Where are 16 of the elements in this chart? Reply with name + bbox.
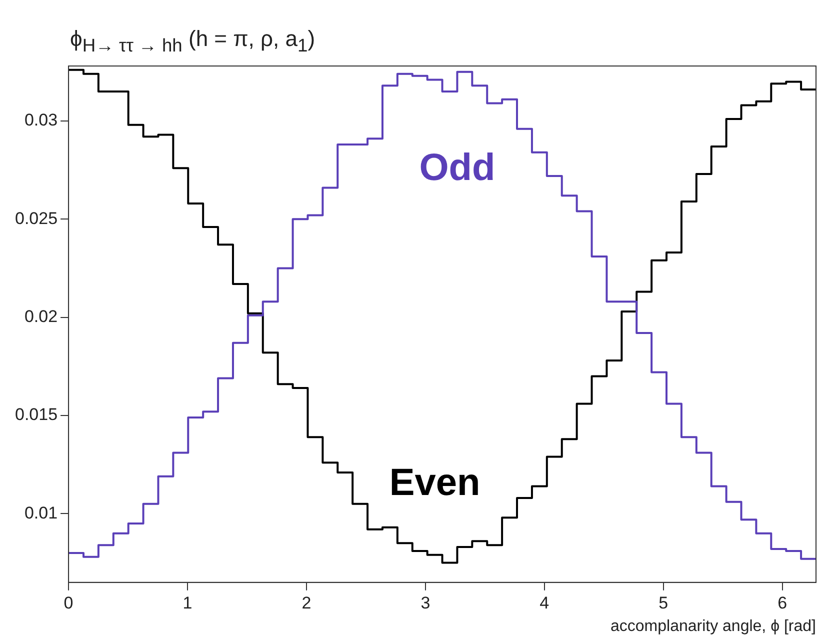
- x-axis-title: accomplanarity angle, ϕ [rad]: [610, 618, 816, 635]
- x-tick-label: 2: [302, 593, 312, 612]
- x-tick-label: 0: [64, 593, 74, 612]
- x-tick-label: 4: [540, 593, 550, 612]
- series-label: Odd: [419, 146, 496, 189]
- chart-title: ϕ$_{H→ ττ → hh}$ (h = π, ρ, a$_{1}$): [70, 26, 316, 56]
- x-tick-label: 6: [778, 593, 788, 612]
- y-tick-label: 0.03: [24, 110, 58, 130]
- x-tick-label: 1: [182, 593, 192, 612]
- y-tick-label: 0.025: [14, 208, 58, 228]
- y-tick-label: 0.015: [14, 405, 58, 424]
- series-label: Even: [389, 462, 480, 504]
- x-tick-label: 3: [420, 593, 430, 612]
- y-tick-label: 0.02: [24, 307, 58, 326]
- y-tick-label: 0.01: [24, 503, 58, 522]
- x-tick-label: 5: [658, 593, 668, 612]
